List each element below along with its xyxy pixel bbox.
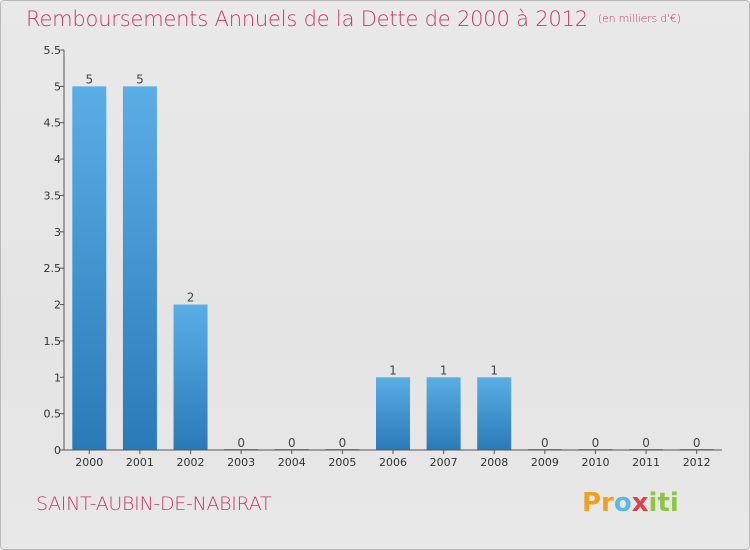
value-label-2006: 1 [389,363,397,377]
y-tick-label: 3 [54,226,61,239]
logo-part-2: o [613,488,632,518]
x-tick-label-2000: 2000 [75,456,103,469]
axes-layer: 2000 2001 2002 2003 2004 2005 2006 2007 2008 2009… [44,44,722,469]
bar-2008 [477,377,512,450]
value-label-2009: 0 [541,436,549,450]
x-tick-label-2008: 2008 [480,456,508,469]
y-tick-label: 1.5 [44,335,62,348]
x-tick-label-2010: 2010 [581,456,609,469]
value-label-2012: 0 [693,436,701,450]
y-tick-label: 5.5 [44,44,62,57]
value-label-2010: 0 [592,436,600,450]
y-tick-label: 2 [54,299,61,312]
y-tick-label: 2.5 [44,262,62,275]
y-tick-label: 4.5 [44,117,62,130]
x-tick-label-2011: 2011 [632,456,660,469]
bar-2006 [376,377,410,450]
x-tick-label-2004: 2004 [278,456,306,469]
x-tick-label-2007: 2007 [430,456,458,469]
x-tick-label-2006: 2006 [379,456,407,469]
y-tick-label: 0 [54,444,61,457]
chart-title-unit: (en milliers d'€) [597,12,681,25]
x-tick-label-2001: 2001 [126,456,154,469]
y-tick-label: 1 [54,371,61,384]
value-label-2000: 5 [85,72,93,86]
y-tick-label: 4 [54,153,61,166]
bar-2002 [173,304,208,450]
proxiti-logo: Proxiti [582,488,679,518]
x-tick-label-2005: 2005 [328,456,356,469]
value-label-2008: 1 [490,363,498,377]
x-tick-label-2003: 2003 [227,456,255,469]
x-tick-label-2012: 2012 [683,456,711,469]
logo-part-3: x [631,488,649,518]
y-tick-label: 5 [54,80,61,93]
value-label-2005: 0 [339,436,347,450]
bar-2001 [122,86,157,450]
y-tick-label: 0.5 [44,408,62,421]
value-label-2011: 0 [642,436,650,450]
value-label-2003: 0 [237,436,245,450]
bars-layer: 5 5 2 0 0 0 1 1 1 0 0 0 0 [72,72,714,450]
chart-title: Remboursements Annuels de la Dette de 20… [26,7,681,31]
value-label-2002: 2 [187,291,195,305]
commune-name: SAINT-AUBIN-DE-NABIRAT [36,493,272,515]
bar-2007 [426,377,461,450]
y-tick-label: 3.5 [44,189,62,202]
logo-part-1: Pr [582,488,614,518]
value-label-2001: 5 [136,72,144,86]
value-label-2007: 1 [440,363,448,377]
bar-2000 [72,86,107,450]
x-tick-label-2002: 2002 [177,456,205,469]
value-label-2004: 0 [288,436,296,450]
x-tick-label-2009: 2009 [531,456,559,469]
chart-title-main: Remboursements Annuels de la Dette de 20… [26,7,588,31]
logo-part-4: iti [648,488,679,518]
